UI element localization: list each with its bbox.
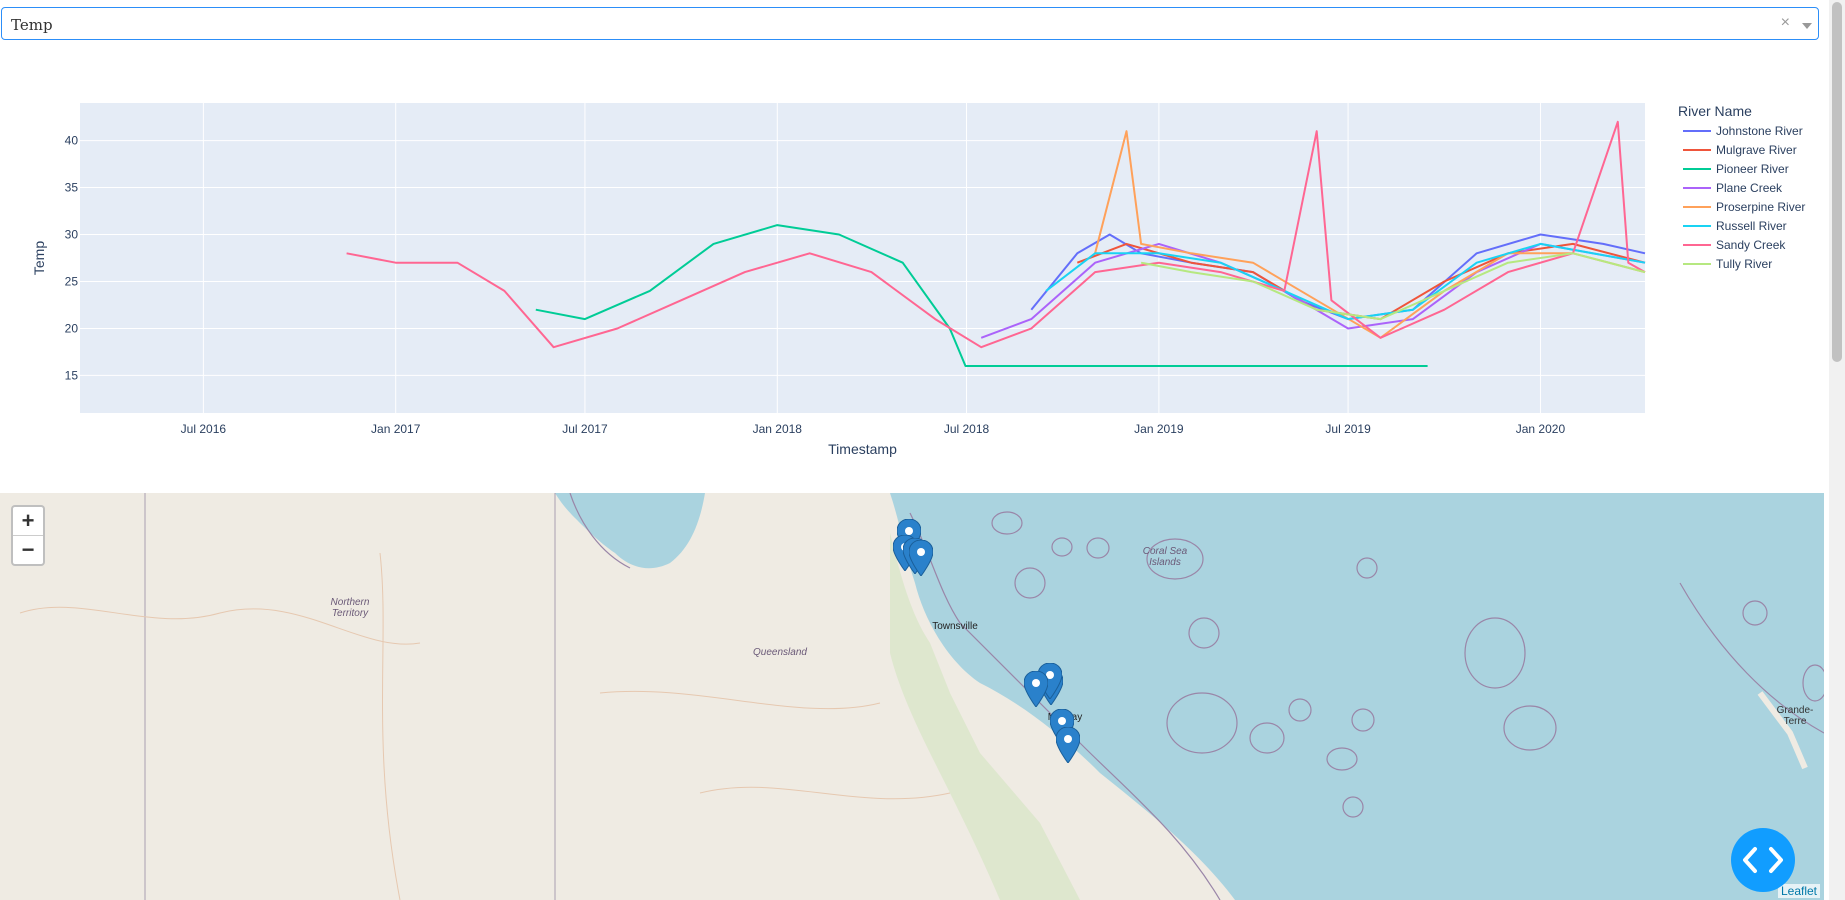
- clear-icon[interactable]: ×: [1780, 14, 1790, 31]
- variable-dropdown[interactable]: Temp ×: [1, 7, 1819, 40]
- scrollbar-thumb[interactable]: [1832, 2, 1842, 362]
- series-line-pioneer-river[interactable]: [535, 224, 1428, 367]
- y-tick-label: 15: [65, 368, 79, 382]
- legend-entry[interactable]: Tully River: [1716, 257, 1772, 271]
- x-tick-label: Jul 2017: [562, 422, 608, 436]
- code-icon: [1743, 847, 1783, 873]
- label-townsville: Townsville: [932, 621, 978, 632]
- y-tick-label: 20: [65, 321, 79, 335]
- y-tick-label: 35: [65, 181, 79, 195]
- legend-entry[interactable]: Pioneer River: [1716, 162, 1789, 176]
- series-line-proserpine-river[interactable]: [1094, 130, 1646, 339]
- chevron-down-icon[interactable]: [1802, 23, 1812, 29]
- label-coral-sea-islands: Coral Sea Islands: [1142, 546, 1188, 568]
- map-attribution-link[interactable]: Leaflet: [1777, 884, 1820, 898]
- legend-entry[interactable]: Proserpine River: [1716, 200, 1805, 214]
- x-tick-label: Jul 2016: [181, 422, 227, 436]
- river-map[interactable]: Northern Territory Queensland Coral Sea …: [0, 493, 1824, 900]
- series-line-russell-river[interactable]: [1045, 242, 1646, 321]
- x-tick-label: Jan 2018: [753, 422, 803, 436]
- legend-entry[interactable]: Mulgrave River: [1716, 143, 1797, 157]
- label-queensland: Queensland: [753, 647, 807, 658]
- plot-area[interactable]: [80, 103, 1645, 413]
- temperature-chart: Jul 2016 Jan 2017 Jul 2017 Jan 2018 Jul 2018…: [31, 103, 1805, 457]
- y-tick-label: 40: [65, 134, 79, 148]
- x-tick-label: Jan 2020: [1516, 422, 1566, 436]
- x-tick-label: Jan 2019: [1134, 422, 1184, 436]
- x-tick-label: Jul 2018: [944, 422, 990, 436]
- marker-icon[interactable]: [1024, 671, 1048, 707]
- x-axis-title: Timestamp: [828, 441, 897, 457]
- x-tick-label: Jul 2019: [1325, 422, 1371, 436]
- y-axis-title: Temp: [31, 241, 47, 275]
- page-scrollbar[interactable]: [1829, 0, 1845, 900]
- series-line-sandy-creek[interactable]: [346, 120, 1646, 349]
- label-grande-terre: Grande-Terre: [1776, 705, 1814, 727]
- zoom-out-button[interactable]: −: [13, 535, 43, 564]
- legend-entry[interactable]: Sandy Creek: [1716, 238, 1786, 252]
- series-line-tully-river[interactable]: [1140, 252, 1646, 321]
- zoom-control: + −: [11, 505, 45, 566]
- legend-entry[interactable]: Johnstone River: [1716, 124, 1803, 138]
- label-northern-territory: Northern Territory: [330, 597, 370, 619]
- map-tiles: [19, 493, 1824, 900]
- zoom-in-button[interactable]: +: [21, 508, 35, 533]
- legend-title: River Name: [1678, 103, 1752, 119]
- debug-toggle-button[interactable]: [1731, 828, 1795, 892]
- marker-icon[interactable]: [909, 540, 933, 576]
- y-tick-label: 30: [65, 228, 79, 242]
- marker-icon[interactable]: [1056, 727, 1080, 763]
- x-tick-label: Jan 2017: [371, 422, 421, 436]
- legend-entry[interactable]: Russell River: [1716, 219, 1787, 233]
- dropdown-value: Temp: [11, 16, 53, 34]
- y-tick-label: 25: [65, 274, 79, 288]
- legend-entry[interactable]: Plane Creek: [1716, 181, 1783, 195]
